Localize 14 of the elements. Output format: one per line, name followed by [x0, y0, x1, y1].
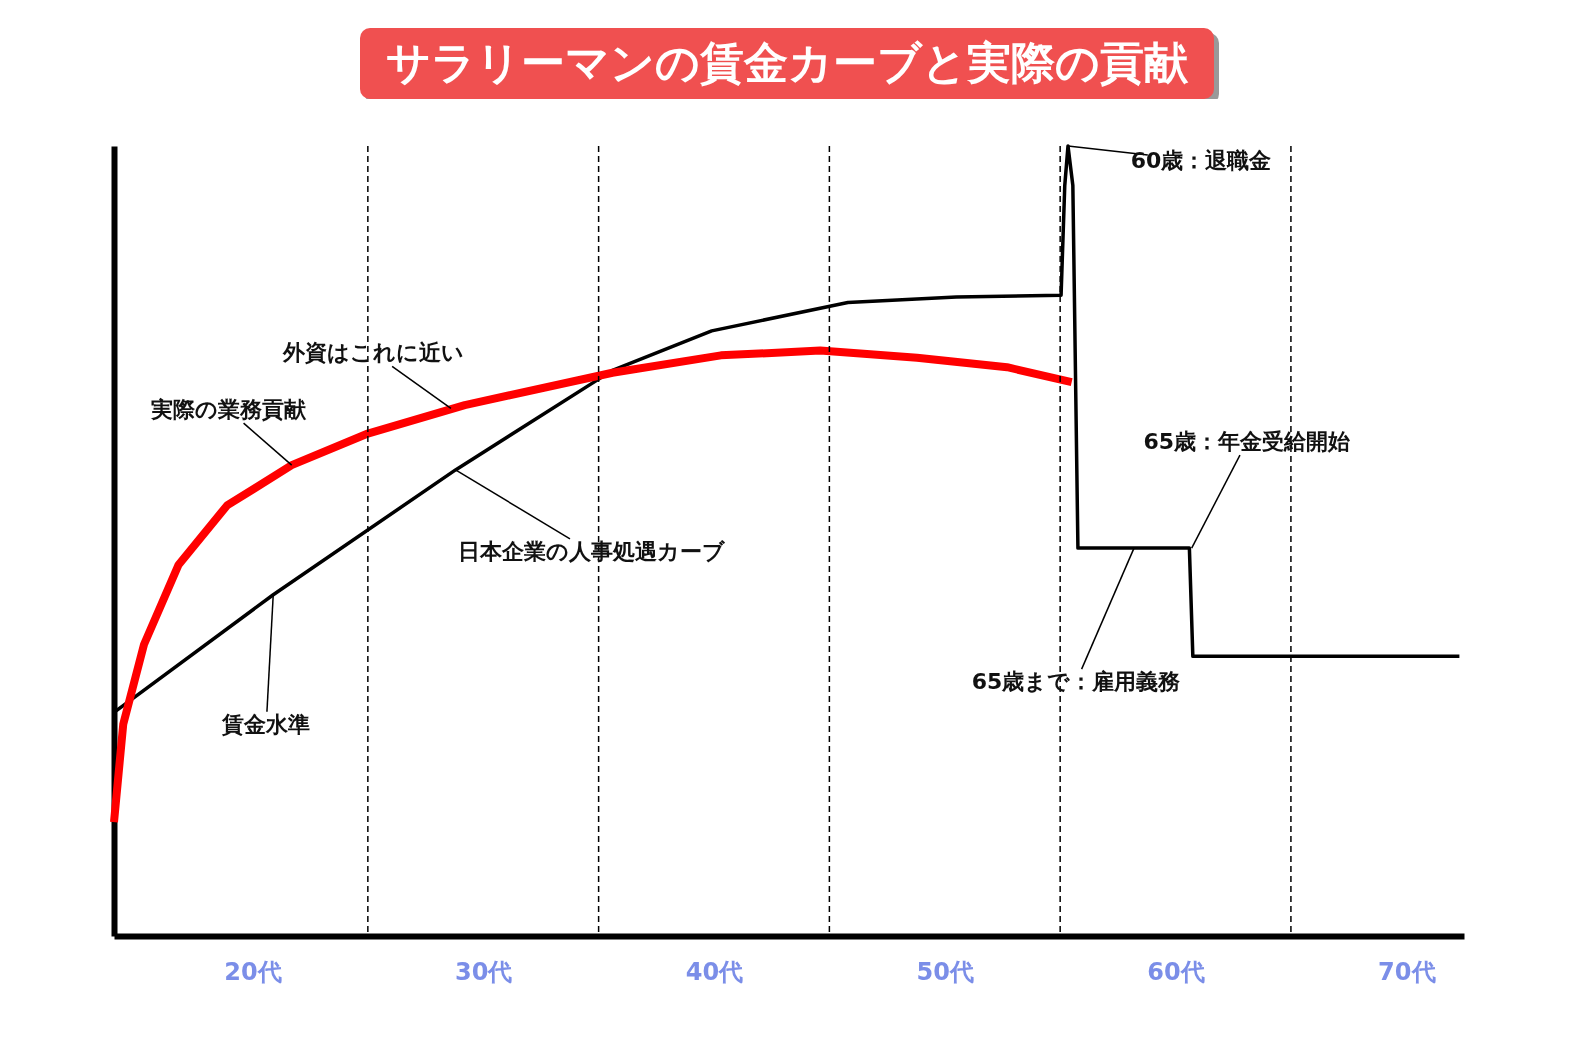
- annotation: 65歳まで：雇用義務: [971, 669, 1181, 695]
- x-tick-label: 30代: [455, 957, 513, 986]
- annotation: 日本企業の人事処遇カーブ: [458, 538, 727, 564]
- x-tick-label: 20代: [224, 957, 282, 986]
- annotation: 外資はこれに近い: [282, 340, 465, 366]
- x-tick-label: 40代: [685, 957, 744, 986]
- annotation: 実際の業務貢献: [150, 397, 308, 423]
- x-tick-label: 70代: [1378, 957, 1436, 986]
- chart-title: サラリーマンの賃金カーブと実際の貢献: [359, 28, 1214, 99]
- annotation: 60歳：退職金: [1130, 148, 1272, 173]
- annotation: 賃金水準: [221, 711, 311, 737]
- x-tick-label: 60代: [1147, 957, 1205, 986]
- annotation: 65歳：年金受給開始: [1143, 429, 1350, 455]
- x-tick-label: 50代: [916, 957, 974, 986]
